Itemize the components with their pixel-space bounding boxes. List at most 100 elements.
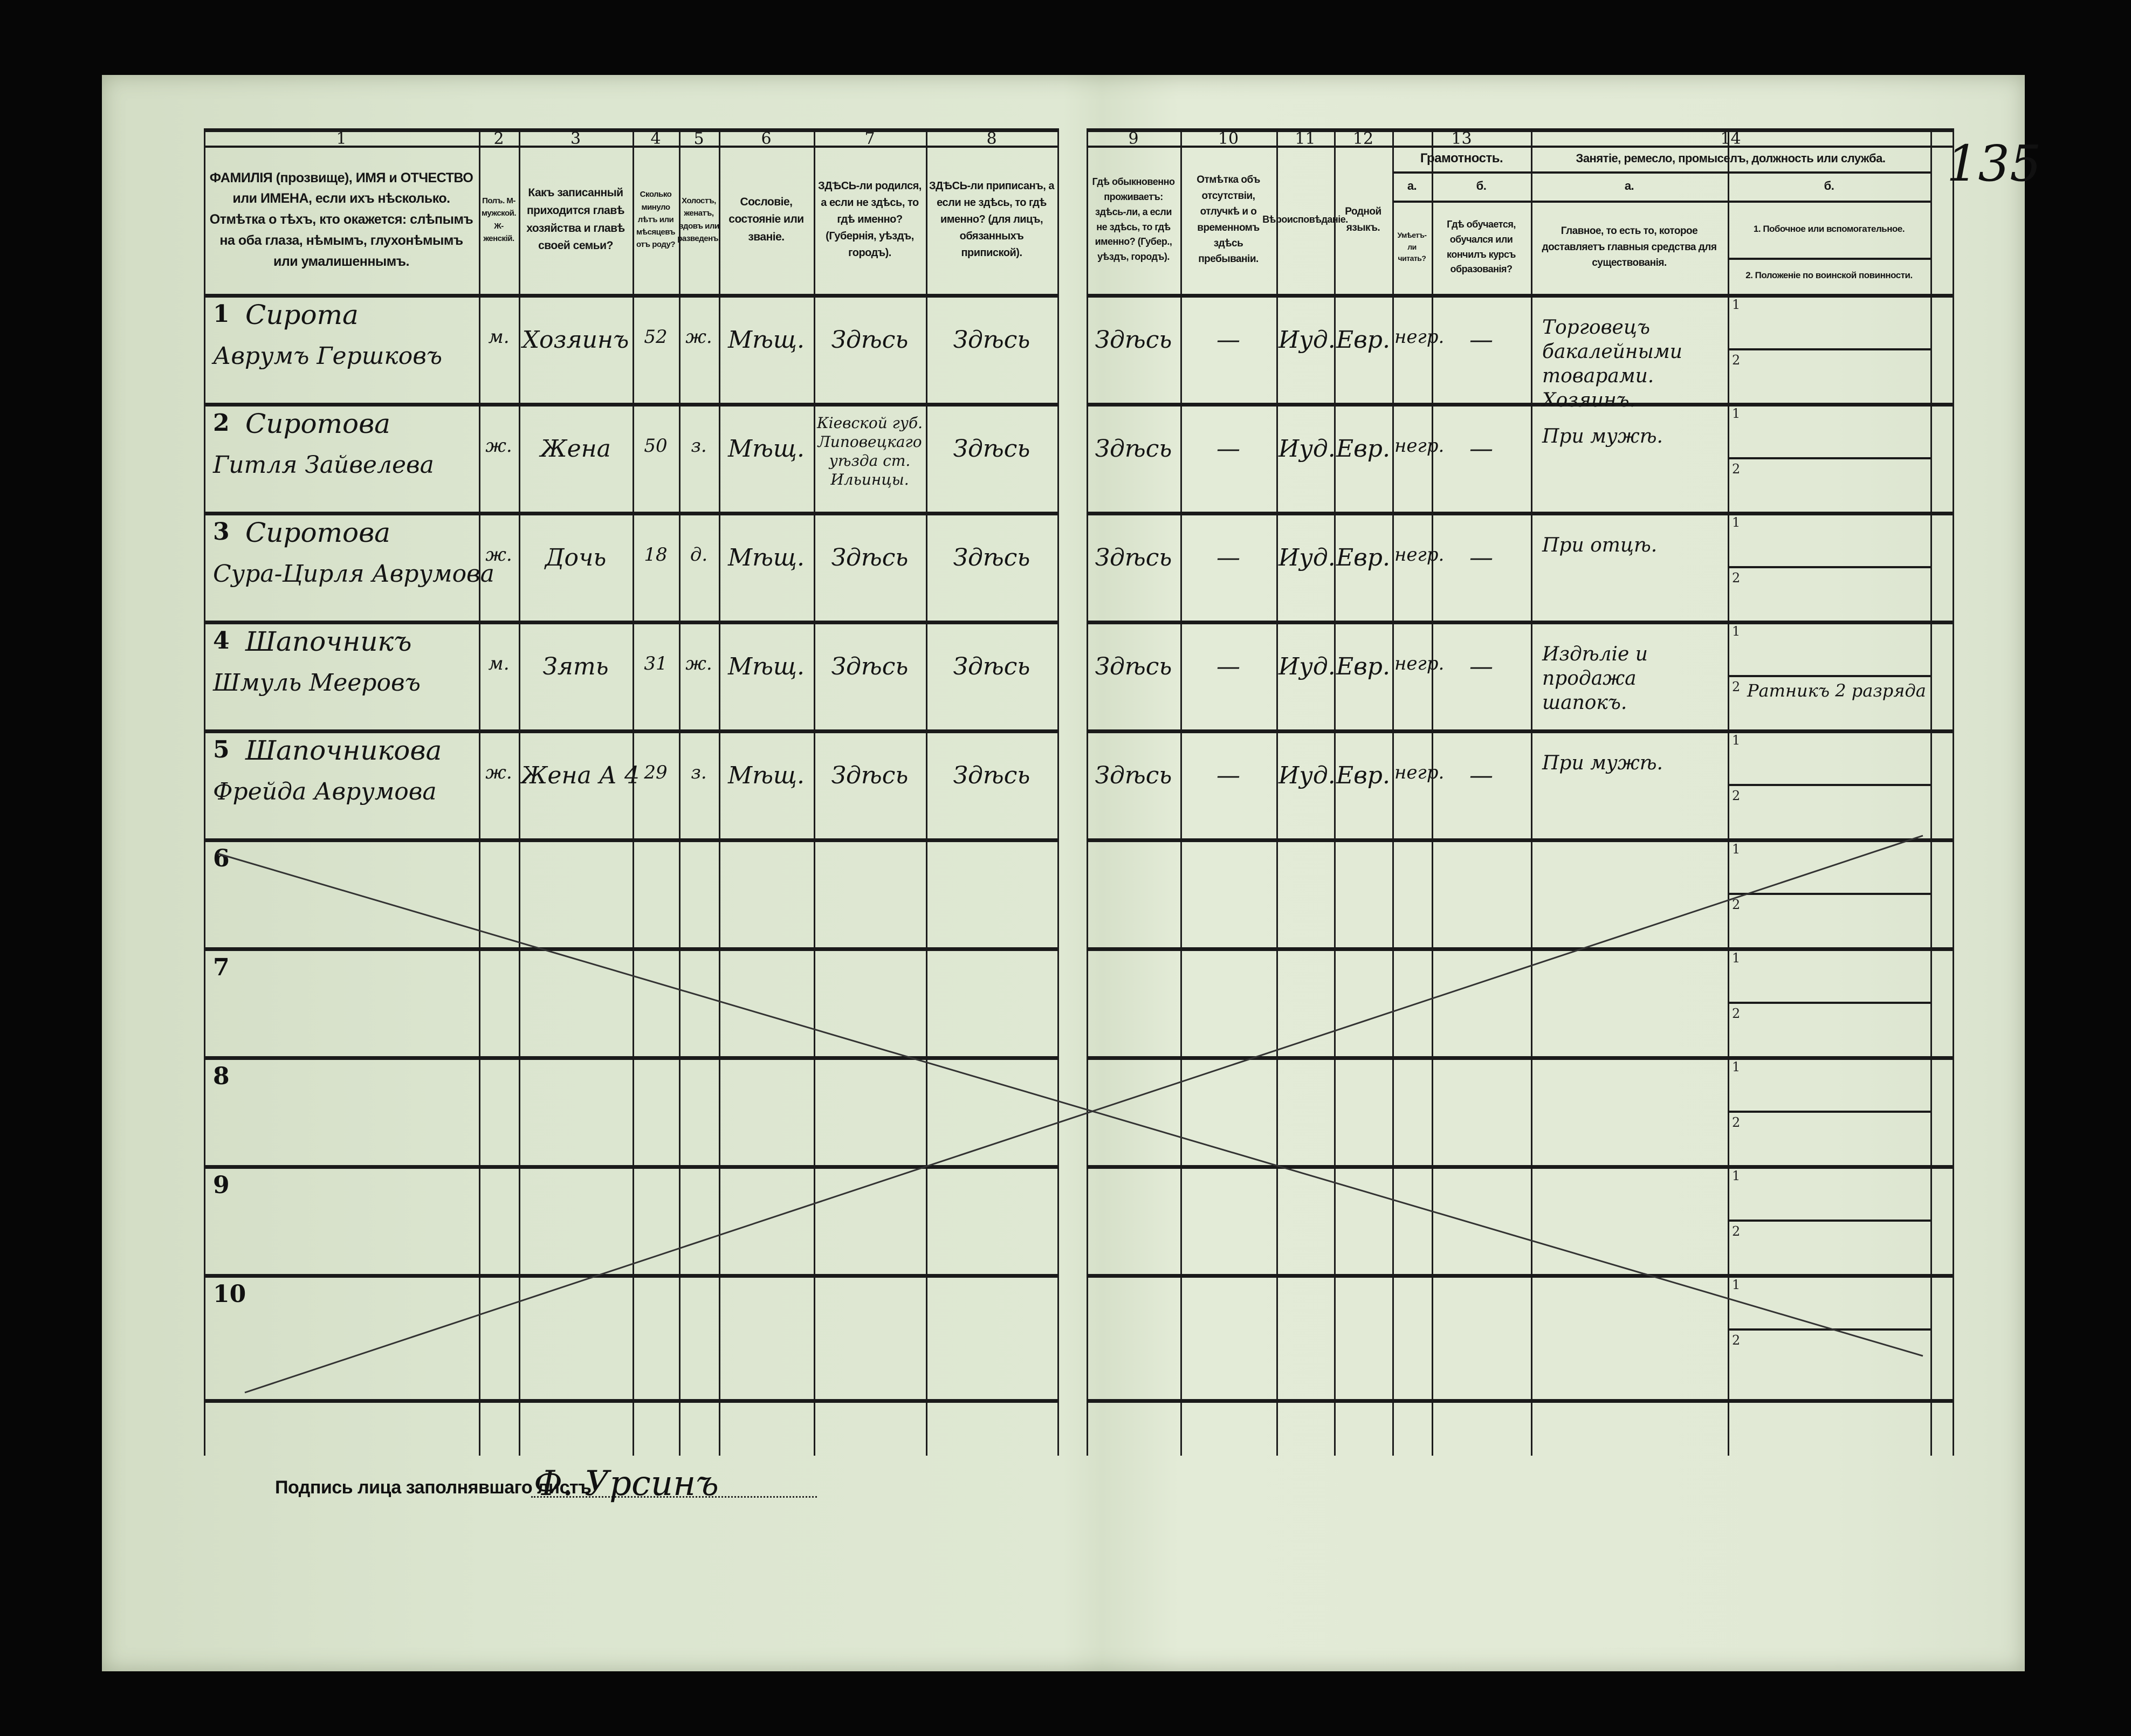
row-divider (1087, 1274, 1953, 1278)
cell-age: 31 (644, 653, 668, 674)
header-occupation-a: а. (1624, 178, 1634, 192)
column-divider (1728, 128, 1729, 1456)
cell-occupation: При мужѣ. (1542, 752, 1663, 774)
row-divider (1087, 1165, 1953, 1169)
row-number: 3 (213, 518, 230, 546)
cell-birthplace: Кіевской губ. Липовецкаго уѣзда ст. Ильи… (816, 414, 923, 488)
sub-label-2: 2 (1732, 1006, 1741, 1021)
sub-label-1: 1 (1732, 1168, 1741, 1183)
cell-occupation: При мужѣ. (1542, 425, 1663, 447)
row-number: 4 (213, 627, 230, 655)
column-divider (479, 128, 480, 1456)
cell-occupation: Торговецъ бакалейными товарами. Хозяинъ. (1542, 316, 1682, 411)
row-divider (1087, 729, 1953, 733)
row-divider (1087, 621, 1953, 624)
row-divider (204, 729, 1057, 733)
column-divider (519, 128, 520, 1456)
cell-sex: ж. (485, 435, 512, 457)
column-divider (633, 128, 634, 1456)
cell-absence: — (1216, 435, 1240, 463)
row-divider (1087, 146, 1953, 148)
cell-religion: Иуд. (1278, 435, 1336, 463)
sub-label-2: 2 (1732, 1115, 1741, 1130)
given-name: Аврумъ Гершковъ (213, 342, 443, 370)
sub-label-1: 1 (1732, 733, 1741, 748)
row-divider (204, 403, 1057, 407)
signature: Ф. Урсинъ (534, 1464, 719, 1504)
cell-relation: Жена А 4 (521, 762, 640, 789)
column-number: 9 (1128, 129, 1139, 148)
cell-relation: Жена (540, 435, 611, 463)
cell-absence: — (1216, 544, 1240, 571)
header-side-occupation: 1. Побочное или вспомогательное. (1753, 223, 1905, 234)
header-registered: ЗДѢСЬ-ли приписанъ, а если не здѣсь, то … (929, 180, 1055, 259)
cell-religion: Иуд. (1278, 762, 1336, 789)
cell-schooling: — (1469, 326, 1493, 354)
cell-age: 50 (644, 435, 668, 457)
row-divider (204, 1399, 1057, 1403)
cell-occupation: При отцѣ. (1542, 534, 1658, 556)
signature-label: Подпись лица заполнявшаго листъ (275, 1477, 592, 1498)
cell-estate: Мѣщ. (728, 544, 805, 571)
column-number: 8 (986, 129, 997, 148)
column-divider (679, 128, 680, 1456)
page-number: 135 (1947, 135, 2041, 192)
cell-religion: Иуд. (1278, 544, 1336, 571)
row-divider (204, 621, 1057, 624)
cell-schooling: — (1469, 653, 1493, 680)
row-divider (204, 947, 1057, 951)
header-sex: Полъ. М-мужской. Ж-женскій. (481, 196, 517, 243)
row-divider (1087, 403, 1953, 407)
column-number: 2 (493, 129, 504, 148)
cell-absence: — (1216, 653, 1240, 680)
header-birthplace: ЗДѢСЬ-ли родился, а если не здѣсь, то гд… (818, 180, 922, 259)
row-divider (204, 128, 1057, 132)
row-divider (1728, 566, 1930, 568)
cell-religion: Иуд. (1278, 653, 1336, 680)
cell-residence: Здѣсь (1095, 544, 1172, 571)
column-divider (814, 128, 815, 1456)
cell-schooling: — (1469, 762, 1493, 789)
column-number: 4 (650, 129, 661, 148)
surname: Сиротова (245, 408, 390, 439)
row-divider (1087, 838, 1953, 842)
sub-label-1: 1 (1732, 1059, 1741, 1074)
header-main-occupation: Главное, то есть то, которое доставляетъ… (1542, 225, 1717, 269)
column-number: 5 (693, 129, 704, 148)
sub-label-2: 2 (1732, 897, 1741, 912)
census-sheet (102, 75, 2025, 1671)
cell-occupation: Издѣліе и продажа шапокъ. (1542, 643, 1648, 714)
cell-marital: з. (691, 435, 707, 457)
header-relation: Какъ записанный приходится главѣ хозяйст… (526, 187, 625, 252)
cell-sex: м. (488, 653, 510, 674)
header-residence: Гдѣ обыкновенно проживаетъ: здѣсь-ли, а … (1092, 176, 1175, 263)
cell-schooling: — (1469, 544, 1493, 571)
cell-birthplace: Здѣсь (831, 544, 909, 571)
column-number: 12 (1352, 129, 1374, 148)
row-number: 6 (213, 845, 230, 872)
header-occupation: Занятіе, ремесло, промыселъ, должность и… (1576, 151, 1886, 165)
column-number: 14 (1720, 129, 1741, 148)
cell-registered: Здѣсь (953, 762, 1030, 789)
cell-age: 29 (644, 762, 668, 783)
sub-label-1: 1 (1732, 950, 1741, 966)
cell-residence: Здѣсь (1095, 435, 1172, 463)
cell-schooling: — (1469, 435, 1493, 463)
cell-sex: ж. (485, 544, 512, 566)
sub-label-1: 1 (1732, 515, 1741, 530)
cell-registered: Здѣсь (953, 653, 1030, 680)
header-occupation-b: б. (1824, 178, 1834, 192)
cell-estate: Мѣщ. (728, 435, 805, 463)
sub-label-2: 2 (1732, 353, 1741, 368)
header-estate: Сословіе, состояніе или званіе. (728, 195, 804, 243)
cell-language: Евр. (1336, 435, 1390, 463)
column-divider (1531, 128, 1532, 1456)
header-language: Родной языкъ. (1345, 206, 1381, 233)
header-age: Сколько минуло лѣтъ или мѣсяцевъ отъ род… (636, 190, 676, 250)
column-divider (1953, 128, 1954, 1456)
header-literacy: Грамотность. (1420, 151, 1503, 166)
column-number: 1 (336, 129, 347, 148)
row-divider (204, 146, 1057, 148)
row-divider (1728, 1002, 1930, 1004)
